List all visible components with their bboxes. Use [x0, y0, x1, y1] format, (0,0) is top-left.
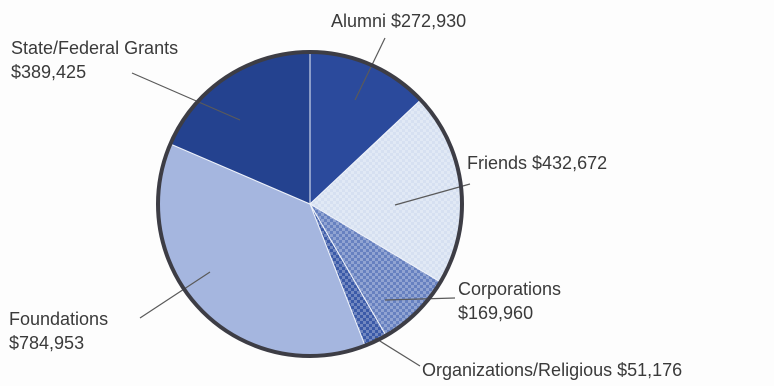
slice-label-foundations-value: $784,953: [9, 333, 85, 353]
slice-label-alumni: Alumni $272,930: [331, 9, 466, 33]
leader-line: [131, 72, 241, 121]
slice-label-state-federal-grants-name: State/Federal Grants: [11, 38, 179, 58]
leader-line: [354, 37, 386, 101]
slice-label-alumni-text: Alumni $272,930: [331, 11, 467, 31]
slice-label-state-federal-grants: State/Federal Grants $389,425: [11, 36, 178, 84]
leader-line: [374, 337, 421, 367]
slice-label-organizations: Organizations/Religious $51,176: [422, 358, 682, 382]
slice-label-friends-text: Friends $432,672: [467, 153, 608, 173]
slice-label-corporations-value: $169,960: [458, 303, 534, 323]
slice-label-organizations-text: Organizations/Religious $51,176: [422, 360, 683, 380]
pie-slice-texture: [310, 99, 463, 283]
leader-line: [139, 271, 211, 319]
pie-slice-texture: [310, 204, 441, 336]
pie-slice-texture: [310, 204, 386, 346]
slice-label-foundations: Foundations $784,953: [9, 307, 108, 355]
slice-label-friends: Friends $432,672: [467, 151, 607, 175]
pie-outline: [156, 50, 464, 358]
slice-label-state-federal-grants-value: $389,425: [11, 62, 87, 82]
slice-label-corporations-name: Corporations: [458, 279, 562, 299]
slice-label-corporations: Corporations $169,960: [458, 277, 561, 325]
slice-label-foundations-name: Foundations: [9, 309, 109, 329]
leader-line: [384, 297, 456, 301]
leader-line: [394, 183, 471, 206]
